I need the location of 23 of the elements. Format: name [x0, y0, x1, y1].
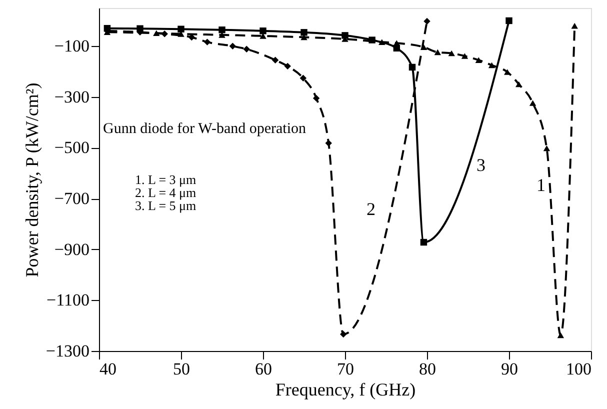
x-tick-label: 50 [173, 360, 190, 378]
x-tick-label: 100 [566, 360, 592, 378]
annotation: Gunn diode for W-band operation [103, 121, 307, 137]
x-tick-label: 80 [419, 360, 436, 378]
y-tick-label: −300 [54, 87, 90, 106]
y-axis-title: Power density, P (kW/cm²) [22, 82, 42, 278]
annotation: 2 [366, 199, 376, 219]
x-tick-label: 40 [100, 360, 116, 378]
y-tick-label: −500 [54, 138, 90, 158]
x-tick-label: 70 [337, 360, 354, 378]
y-tick-label: −1100 [46, 290, 90, 310]
annotation: 3. L = 5 μm [135, 198, 196, 213]
y-tick-label: −900 [54, 240, 90, 259]
annotation: 2. L = 4 μm [135, 185, 196, 200]
annotation: 1 [536, 175, 546, 195]
y-tick-label: −100 [54, 36, 90, 56]
y-tick-label: −1300 [46, 342, 90, 360]
x-axis-title: Frequency, f (GHz) [275, 380, 416, 400]
x-tick-label: 60 [255, 360, 272, 378]
y-tick-label: −700 [54, 189, 90, 208]
annotation: 1. L = 3 μm [135, 172, 196, 187]
x-tick-label: 90 [501, 360, 518, 378]
annotation: 3 [476, 155, 486, 175]
